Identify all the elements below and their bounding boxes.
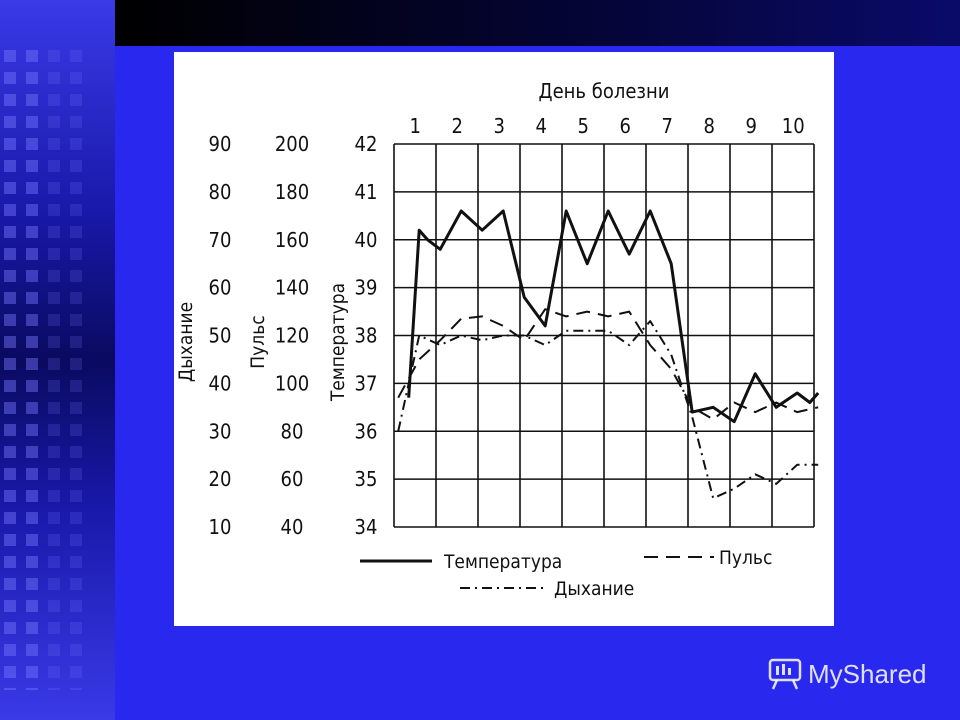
x-tick-label: 6 bbox=[619, 114, 630, 138]
y-tick-label-temp: 34 bbox=[355, 515, 378, 539]
y-tick-label-pulse: 80 bbox=[281, 419, 304, 443]
watermark: MyShared bbox=[768, 654, 948, 694]
decorative-squares bbox=[4, 50, 44, 690]
y-tick-label-temp: 39 bbox=[355, 276, 378, 300]
y-tick-label-temp: 41 bbox=[355, 180, 378, 204]
y-tick-label-breath: 70 bbox=[209, 228, 232, 252]
x-tick-label: 5 bbox=[577, 114, 588, 138]
watermark-text: MyShared bbox=[808, 658, 927, 689]
y-tick-label-pulse: 100 bbox=[275, 371, 309, 395]
y-tick-label-temp: 36 bbox=[355, 419, 378, 443]
legend-label: Пульс bbox=[719, 547, 772, 569]
y-axis-label-pulse: Пульс bbox=[247, 315, 269, 368]
slide-left-strip bbox=[0, 0, 115, 720]
y-axis-label-temp: Температура bbox=[327, 283, 349, 402]
x-tick-label: 3 bbox=[493, 114, 504, 138]
y-tick-label-temp: 38 bbox=[355, 324, 378, 348]
x-tick-label: 9 bbox=[745, 114, 756, 138]
y-tick-label-breath: 40 bbox=[209, 371, 232, 395]
y-tick-label-breath: 50 bbox=[209, 324, 232, 348]
x-tick-label: 7 bbox=[661, 114, 672, 138]
x-tick-label: 8 bbox=[703, 114, 714, 138]
chart-card: День болезни 1 2 3 4 5 6 7 8 9 10 90 80 70 60 50 40 30 20 1… bbox=[174, 52, 834, 626]
y-tick-label-breath: 30 bbox=[209, 419, 232, 443]
y-tick-label-pulse: 40 bbox=[281, 515, 304, 539]
y-tick-label-temp: 37 bbox=[355, 371, 378, 395]
x-tick-label: 2 bbox=[451, 114, 462, 138]
presentation-board-icon bbox=[768, 658, 802, 690]
y-tick-label-pulse: 160 bbox=[275, 228, 309, 252]
slide-top-bar bbox=[115, 0, 960, 46]
y-tick-label-temp: 35 bbox=[355, 467, 378, 491]
y-tick-label-breath: 60 bbox=[209, 276, 232, 300]
y-axis-label-breath: Дыхание bbox=[175, 302, 197, 382]
x-tick-label: 10 bbox=[782, 114, 805, 138]
y-tick-label-temp: 42 bbox=[355, 132, 378, 156]
y-tick-label-breath: 80 bbox=[209, 180, 232, 204]
series-line-dashed bbox=[397, 308, 819, 421]
decorative-squares-faded bbox=[48, 50, 88, 690]
y-tick-label-breath: 20 bbox=[209, 467, 232, 491]
y-tick-label-pulse: 140 bbox=[275, 276, 309, 300]
x-tick-label: 1 bbox=[409, 114, 420, 138]
y-tick-label-temp: 40 bbox=[355, 228, 378, 252]
x-tick-label: 4 bbox=[535, 114, 546, 138]
chart-title: День болезни bbox=[539, 79, 670, 103]
y-tick-label-pulse: 200 bbox=[275, 132, 309, 156]
series-line-solid bbox=[407, 209, 820, 424]
y-tick-label-breath: 10 bbox=[209, 515, 232, 539]
legend-label: Дыхание bbox=[554, 578, 634, 600]
legend-label: Температура bbox=[443, 551, 562, 573]
y-tick-label-pulse: 60 bbox=[281, 467, 304, 491]
y-tick-label-breath: 90 bbox=[209, 132, 232, 156]
y-tick-label-pulse: 180 bbox=[275, 180, 309, 204]
series-line-dashdot bbox=[397, 320, 819, 500]
y-tick-label-pulse: 120 bbox=[275, 324, 309, 348]
